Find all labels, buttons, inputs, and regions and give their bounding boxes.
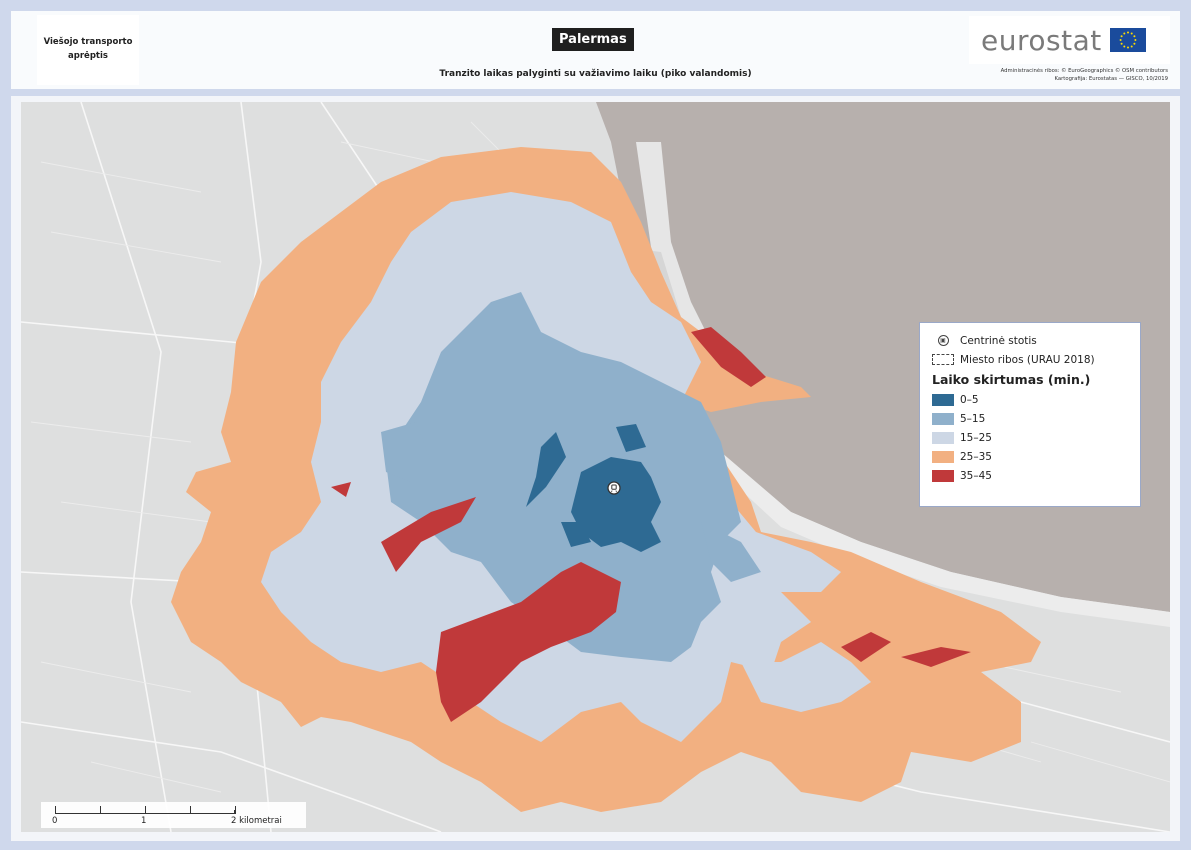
zone-5-15 bbox=[386, 292, 741, 662]
legend-swatch bbox=[932, 393, 954, 406]
legend-class-row: 0–5 bbox=[932, 390, 1128, 409]
city-title: Palermas bbox=[552, 28, 634, 51]
city-boundary-symbol bbox=[932, 354, 954, 365]
map-credits: Administracinės ribos: © EuroGeographics… bbox=[1001, 68, 1168, 84]
zone-35-45 bbox=[841, 632, 891, 662]
legend-swatch bbox=[932, 450, 954, 463]
zone-5-15 bbox=[381, 422, 431, 482]
map-header: Viešojo transporto aprėptis Palermas Tra… bbox=[11, 11, 1180, 89]
zone-0-5 bbox=[561, 522, 591, 547]
scale-label: 0 bbox=[52, 816, 58, 826]
legend-swatch bbox=[932, 412, 954, 425]
credits-line: Kartografija: Eurostatas — GISCO, 10/201… bbox=[1054, 75, 1168, 82]
zone-35-45 bbox=[381, 497, 476, 572]
map-graphic bbox=[21, 102, 1170, 832]
zone-5-15 bbox=[701, 522, 761, 582]
zone-0-5 bbox=[571, 457, 661, 552]
legend-title: Laiko skirtumas (min.) bbox=[932, 372, 1091, 387]
eurostat-logo: eurostat bbox=[969, 16, 1170, 64]
legend-station-row: ▣ Centrinė stotis bbox=[932, 331, 1128, 350]
legend-class-label: 15–25 bbox=[960, 431, 992, 444]
eu-flag-icon bbox=[1109, 28, 1146, 52]
zone-35-45 bbox=[691, 327, 766, 387]
zone-35-45 bbox=[901, 647, 971, 667]
zone-15-25 bbox=[741, 642, 871, 712]
legend-class-row: 5–15 bbox=[932, 409, 1128, 428]
map-frame: ▣ Centrinė stotis Miesto ribos (URAU 201… bbox=[11, 96, 1180, 841]
zone-35-45 bbox=[331, 482, 351, 497]
section-title: Viešojo transporto aprėptis bbox=[37, 15, 139, 85]
scale-bar: 0 1 2 kilometrai bbox=[41, 802, 306, 828]
legend-class-row: 25–35 bbox=[932, 447, 1128, 466]
legend-station-label: Centrinė stotis bbox=[960, 334, 1037, 347]
legend-boundary-label: Miesto ribos (URAU 2018) bbox=[960, 353, 1095, 366]
train-station-icon bbox=[607, 481, 621, 495]
scale-label: 1 bbox=[141, 816, 147, 826]
harbour-pier bbox=[636, 142, 711, 347]
legend-class-row: 35–45 bbox=[932, 466, 1128, 485]
zone-0-5 bbox=[616, 424, 646, 452]
map-subtitle: Tranzito laikas palyginti su važiavimo l… bbox=[439, 69, 752, 79]
train-station-icon: ▣ bbox=[937, 335, 949, 346]
legend-class-row: 15–25 bbox=[932, 428, 1128, 447]
legend-class-label: 5–15 bbox=[960, 412, 986, 425]
zone-35-45 bbox=[436, 562, 621, 722]
legend-swatch bbox=[932, 431, 954, 444]
map-legend: ▣ Centrinė stotis Miesto ribos (URAU 201… bbox=[919, 322, 1141, 507]
coastline bbox=[716, 452, 1170, 627]
logo-text: eurostat bbox=[981, 23, 1102, 57]
legend-class-label: 0–5 bbox=[960, 393, 979, 406]
legend-class-label: 35–45 bbox=[960, 469, 992, 482]
credits-line: Administracinės ribos: © EuroGeographics… bbox=[1000, 68, 1168, 74]
zone-0-5 bbox=[526, 432, 566, 507]
scale-label: 2 kilometrai bbox=[231, 816, 282, 826]
map-canvas[interactable]: ▣ Centrinė stotis Miesto ribos (URAU 201… bbox=[21, 102, 1170, 832]
legend-swatch bbox=[932, 469, 954, 482]
legend-boundary-row: Miesto ribos (URAU 2018) bbox=[932, 350, 1128, 369]
legend-class-label: 25–35 bbox=[960, 450, 992, 463]
